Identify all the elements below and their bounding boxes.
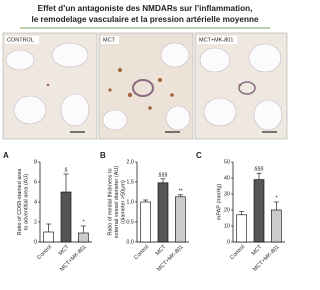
y-tick-label: 6 bbox=[34, 179, 37, 185]
x-tick-label: MCT bbox=[58, 244, 71, 257]
bar bbox=[78, 232, 89, 243]
y-tick-label: 10 bbox=[224, 223, 230, 229]
y-tick-label: 1.0 bbox=[126, 199, 134, 205]
bar bbox=[60, 191, 72, 243]
y-tick-label: 1.5 bbox=[126, 179, 134, 185]
y-tick-label: 4 bbox=[34, 199, 37, 205]
title-line: Effet d’un antagoniste des NMDARs sur l’… bbox=[38, 4, 253, 13]
label-box bbox=[5, 36, 39, 44]
y-tick-label: 50 bbox=[224, 159, 230, 165]
x-tick-label: Control bbox=[133, 244, 150, 261]
x-tick-label: Control bbox=[229, 244, 246, 261]
significance: §§§ bbox=[253, 167, 263, 173]
image-label: MCT bbox=[103, 37, 116, 43]
y-tick-label: 0 bbox=[34, 239, 37, 245]
x-tick-label: MCT bbox=[155, 244, 168, 257]
title-line: le remodelage vasculaire et la pression … bbox=[31, 15, 259, 24]
label-box bbox=[197, 36, 237, 44]
panel-label: A bbox=[3, 151, 9, 160]
y-axis-label: Ratio of medial thickness to bbox=[107, 168, 113, 235]
y-axis-label: Ratio of CD68-stained area bbox=[17, 168, 23, 236]
y-axis-label: (diameter >50µm) bbox=[120, 180, 126, 224]
y-axis-label: external vessel diameter (AU) bbox=[114, 166, 120, 239]
panel-label: C bbox=[196, 151, 202, 160]
panel-label: B bbox=[100, 151, 106, 160]
y-axis-label: to adventitial area (AU) bbox=[23, 174, 29, 230]
x-tick-label: Control bbox=[36, 244, 53, 261]
bar bbox=[157, 182, 169, 243]
significance: ** bbox=[178, 188, 183, 194]
vessel bbox=[238, 81, 256, 95]
y-tick-label: 0 bbox=[227, 239, 230, 245]
bar bbox=[236, 214, 247, 243]
significance: §§§ bbox=[157, 172, 167, 178]
vessel bbox=[132, 79, 154, 97]
y-tick-label: 0.0 bbox=[126, 239, 134, 245]
significance: * bbox=[82, 219, 85, 225]
bar bbox=[253, 179, 265, 243]
stain bbox=[46, 68, 242, 110]
micrographs: CONTROL MCT MCT+MK-801 bbox=[2, 32, 288, 140]
label-box bbox=[101, 36, 119, 44]
y-tick-label: 2.0 bbox=[126, 159, 134, 165]
bar bbox=[43, 231, 54, 243]
y-tick-label: 40 bbox=[224, 175, 230, 181]
y-tick-label: 30 bbox=[224, 191, 230, 197]
bar bbox=[175, 196, 186, 243]
y-tick-label: 0.5 bbox=[126, 219, 134, 225]
image-label: CONTROL bbox=[7, 37, 34, 43]
x-tick-label: MCT bbox=[251, 244, 264, 257]
alveoli bbox=[5, 42, 283, 131]
y-axis-label: mPAP (mmHg) bbox=[216, 184, 222, 221]
y-tick-label: 2 bbox=[34, 219, 37, 225]
y-tick-label: 20 bbox=[224, 207, 230, 213]
significance: * bbox=[275, 195, 278, 201]
bar bbox=[140, 201, 151, 243]
bar bbox=[271, 209, 282, 243]
image-label: MCT+MK-801 bbox=[199, 37, 233, 43]
significance: § bbox=[63, 167, 67, 173]
figure: Effet d’un antagoniste des NMDARs sur l’… bbox=[2, 4, 288, 273]
y-tick-label: 8 bbox=[34, 159, 37, 165]
